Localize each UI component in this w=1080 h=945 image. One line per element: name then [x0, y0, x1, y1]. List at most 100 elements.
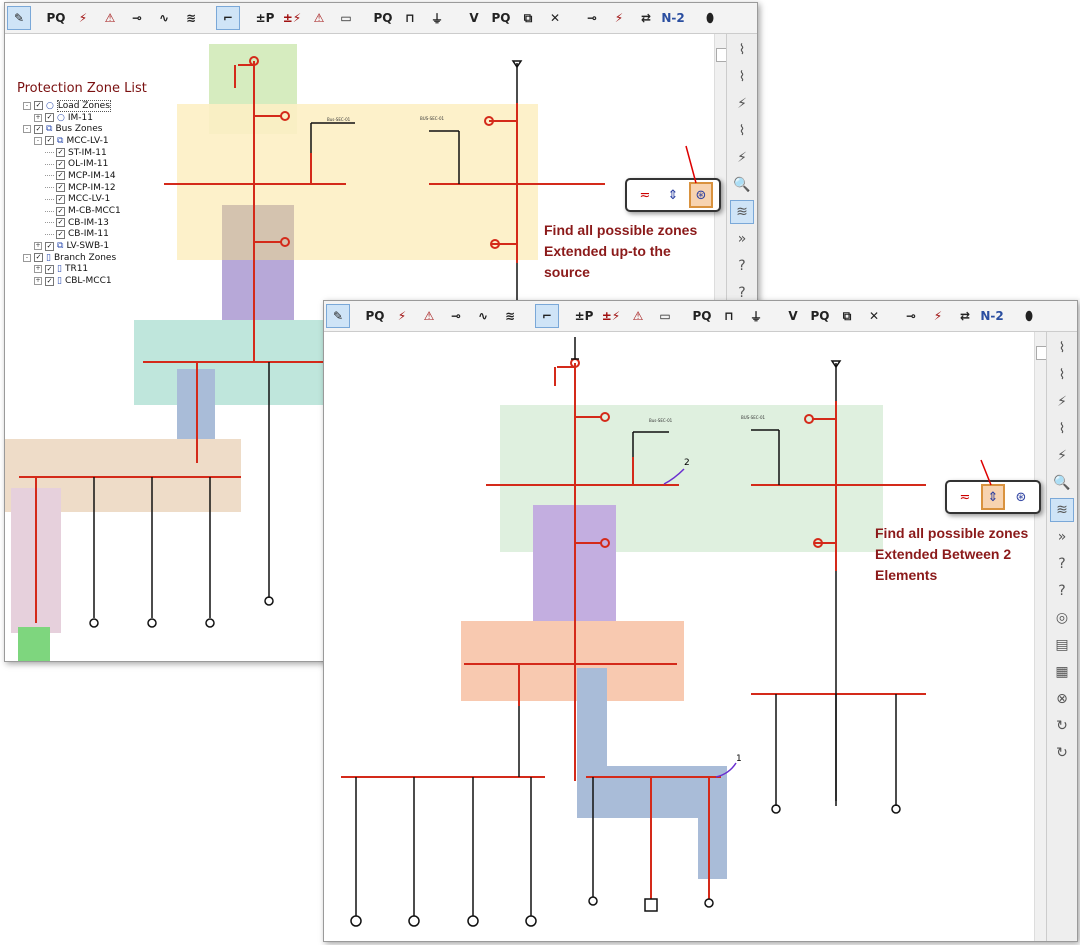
- arc-flash-icon[interactable]: ⚠: [423, 309, 435, 323]
- tree-item[interactable]: ✓ MCP-IM-14: [17, 170, 147, 182]
- rotate-icon[interactable]: ↻: [1056, 718, 1068, 734]
- fault-insertion-icon[interactable]: ⚡: [1057, 394, 1067, 410]
- contingency-icon[interactable]: ✕: [549, 11, 561, 25]
- fault-remove-icon[interactable]: ⌇: [1058, 421, 1066, 437]
- collapse-icon[interactable]: -: [23, 125, 31, 134]
- tree-item[interactable]: + ✓ ▯ CBL-MCC1: [17, 275, 147, 287]
- expand-icon[interactable]: +: [34, 265, 42, 274]
- tree-item[interactable]: ✓ MCC-LV-1: [17, 194, 147, 206]
- pq-curve-icon[interactable]: PQ: [810, 309, 830, 323]
- zone-query-icon[interactable]: ?: [1058, 583, 1066, 599]
- checkbox[interactable]: ✓: [56, 229, 65, 239]
- unbalanced-load-flow-icon[interactable]: PQ: [692, 309, 712, 323]
- expand-icon[interactable]: +: [34, 113, 42, 122]
- stop-icon[interactable]: ⊗: [1056, 691, 1068, 707]
- find-protection-zones-icon[interactable]: ≋: [730, 200, 754, 224]
- harmonics-icon[interactable]: ∿: [158, 11, 170, 25]
- zone-query-icon[interactable]: ?: [738, 285, 746, 301]
- contingency-icon[interactable]: ✕: [868, 309, 880, 323]
- cable-pulling-icon[interactable]: ⬮: [706, 10, 714, 25]
- voltage-stability-icon[interactable]: V: [788, 309, 798, 323]
- n-1-contingency-icon[interactable]: ⇄: [640, 11, 652, 25]
- tree-item[interactable]: - ✓ ⧉ Bus Zones: [17, 123, 147, 135]
- tree-item[interactable]: ✓ ST-IM-11: [17, 147, 147, 159]
- pencil-edit-icon[interactable]: ✎: [7, 6, 31, 30]
- tree-item[interactable]: - ✓ ○ Load Zones: [17, 99, 147, 112]
- reliability-icon[interactable]: ⧉: [523, 10, 533, 25]
- tree-item[interactable]: - ✓ ▯ Branch Zones: [17, 252, 147, 264]
- tree-item[interactable]: ✓ CB-IM-11: [17, 229, 147, 241]
- tree-item[interactable]: - ✓ ⧉ MCC-LV-1: [17, 135, 147, 147]
- n-2-contingency-icon[interactable]: N-2: [980, 309, 1004, 323]
- pq-curve-icon[interactable]: PQ: [491, 11, 511, 25]
- star-device-tcc-icon[interactable]: ⌇: [738, 69, 746, 85]
- star-protection-coordination-icon[interactable]: ⌐: [535, 304, 559, 328]
- fault-switching-icon[interactable]: ⚡: [933, 309, 943, 323]
- tree-item[interactable]: ✓ M-CB-MCC1: [17, 205, 147, 217]
- tree-item[interactable]: + ✓ ○ IM-11: [17, 112, 147, 124]
- n-2-contingency-icon[interactable]: N-2: [661, 11, 685, 25]
- unbalanced-load-flow-icon[interactable]: PQ: [373, 11, 393, 25]
- arc-flash-icon[interactable]: ⚠: [104, 11, 116, 25]
- tcc-report-icon[interactable]: ?: [738, 258, 746, 274]
- star-protection-coordination-icon[interactable]: ⌐: [216, 6, 240, 30]
- fault-remove-icon[interactable]: ⌇: [738, 123, 746, 139]
- motor-starting-icon[interactable]: ⊸: [131, 11, 143, 25]
- checkbox[interactable]: ✓: [45, 276, 54, 286]
- rotate-alt-icon[interactable]: ↻: [1056, 745, 1068, 761]
- tcc-report-icon[interactable]: ?: [1058, 556, 1066, 572]
- checkbox[interactable]: ✓: [56, 159, 65, 169]
- ground-grid-icon[interactable]: ⏚: [430, 11, 443, 26]
- collapse-icon[interactable]: -: [34, 136, 42, 145]
- expand-icon[interactable]: +: [34, 242, 42, 251]
- report-icon[interactable]: ▤: [1055, 637, 1069, 653]
- tree-item[interactable]: ✓ OL-IM-11: [17, 158, 147, 170]
- dc-short-circuit-icon[interactable]: ±⚡: [601, 309, 621, 323]
- zone-between-elements-icon[interactable]: ⇕: [667, 187, 679, 203]
- checkbox[interactable]: ✓: [56, 218, 65, 228]
- short-circuit-icon[interactable]: ⚡: [78, 11, 88, 25]
- battery-sizing-icon[interactable]: ▭: [340, 11, 352, 25]
- checkbox[interactable]: ✓: [56, 171, 65, 181]
- zone-between-breakers-icon[interactable]: ≂: [639, 187, 651, 203]
- fault-switching-icon[interactable]: ⚡: [614, 11, 624, 25]
- checkbox[interactable]: ✓: [56, 183, 65, 193]
- protection-check-icon[interactable]: 🔍: [733, 177, 751, 193]
- short-circuit-icon[interactable]: ⚡: [397, 309, 407, 323]
- display-options-icon[interactable]: ◎: [1055, 610, 1069, 626]
- star-device-tcc-icon[interactable]: ⌇: [1058, 367, 1066, 383]
- checkbox[interactable]: ✓: [56, 206, 65, 216]
- n-1-contingency-icon[interactable]: ⇄: [959, 309, 971, 323]
- cable-pulling-icon[interactable]: ⬮: [1025, 308, 1033, 323]
- tree-item[interactable]: ✓ CB-IM-13: [17, 217, 147, 229]
- voltage-stability-icon[interactable]: V: [469, 11, 479, 25]
- one-line-diagram[interactable]: Bus-SEC-01 BUS-SEC-01 2 1: [324, 332, 1037, 941]
- pencil-edit-icon[interactable]: ✎: [326, 304, 350, 328]
- checkbox[interactable]: ✓: [34, 253, 43, 263]
- star-tcc-view-icon[interactable]: ⌇: [738, 42, 746, 58]
- tree-item[interactable]: + ✓ ▯ TR11: [17, 264, 147, 276]
- load-flow-icon[interactable]: PQ: [365, 309, 385, 323]
- zone-between-breakers-icon[interactable]: ≂: [959, 489, 971, 505]
- sequence-of-operation-icon[interactable]: ⚡: [1057, 448, 1067, 464]
- load-flow-icon[interactable]: PQ: [46, 11, 66, 25]
- protection-check-icon[interactable]: 🔍: [1053, 475, 1071, 491]
- zone-to-source-icon[interactable]: ⊛: [1015, 489, 1027, 505]
- checkbox[interactable]: ✓: [56, 148, 65, 158]
- checkbox[interactable]: ✓: [34, 124, 43, 134]
- transient-stability-icon[interactable]: ≋: [504, 309, 516, 323]
- checkbox[interactable]: ✓: [45, 136, 54, 146]
- checkbox[interactable]: ✓: [45, 113, 54, 123]
- checkbox[interactable]: ✓: [45, 264, 54, 274]
- motor-starting-icon[interactable]: ⊸: [450, 309, 462, 323]
- plot-report-icon[interactable]: ▦: [1055, 664, 1069, 680]
- star-tcc-view-icon[interactable]: ⌇: [1058, 340, 1066, 356]
- checkbox[interactable]: ✓: [34, 101, 43, 111]
- harmonics-icon[interactable]: ∿: [477, 309, 489, 323]
- collapse-icon[interactable]: -: [23, 101, 31, 110]
- fault-insertion-icon[interactable]: ⚡: [737, 96, 747, 112]
- switching-sequence-icon[interactable]: ⊸: [905, 309, 917, 323]
- tree-item[interactable]: ✓ MCP-IM-12: [17, 182, 147, 194]
- reliability-icon[interactable]: ⧉: [842, 308, 852, 323]
- optimal-power-flow-icon[interactable]: ±P: [574, 309, 594, 323]
